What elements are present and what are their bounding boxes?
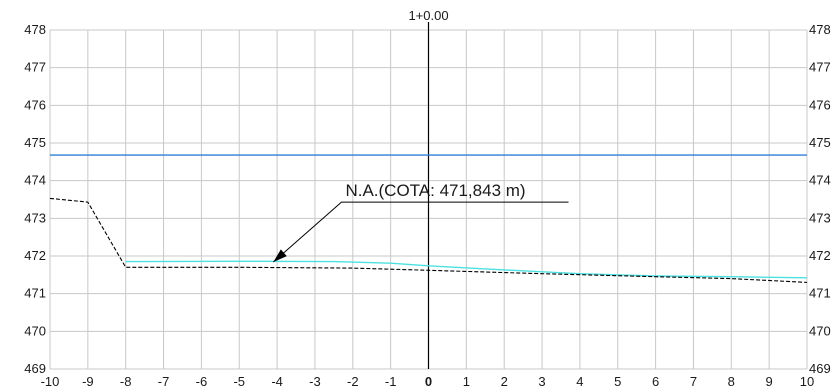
x-tick-label-5: -5	[233, 374, 245, 389]
x-tick-label-18: 8	[728, 374, 735, 389]
y-tick-label-right-6: 475	[809, 135, 831, 150]
x-tick-label-3: -7	[158, 374, 170, 389]
x-tick-label-10: 0	[425, 374, 432, 389]
series-line-1	[125, 260, 808, 279]
x-tick-label-0: -10	[41, 374, 60, 389]
y-tick-label-right-0: 469	[809, 361, 831, 376]
y-tick-label-left-8: 477	[24, 60, 46, 75]
y-tick-label-left-7: 476	[24, 97, 46, 112]
annotation: N.A.(COTA: 471,843 m)	[272, 181, 569, 263]
x-tick-label-20: 10	[800, 374, 814, 389]
x-tick-label-14: 4	[576, 374, 583, 389]
y-tick-label-left-4: 473	[24, 210, 46, 225]
series-layer	[49, 154, 808, 283]
y-tick-label-left-6: 475	[24, 135, 46, 150]
grid	[49, 22, 808, 370]
y-tick-label-right-9: 478	[809, 22, 831, 37]
x-tick-label-7: -3	[309, 374, 321, 389]
y-tick-label-right-7: 476	[809, 97, 831, 112]
chart-title: 1+0.00	[408, 8, 448, 23]
y-tick-label-right-3: 472	[809, 248, 831, 263]
x-tick-label-4: -6	[196, 374, 208, 389]
y-tick-label-left-0: 469	[24, 361, 46, 376]
annotation-label: N.A.(COTA: 471,843 m)	[345, 181, 525, 200]
y-tick-label-right-1: 470	[809, 323, 831, 338]
annotation-leader-line	[272, 201, 569, 263]
x-tick-label-19: 9	[766, 374, 773, 389]
y-tick-label-left-5: 474	[24, 173, 46, 188]
annotation-arrowhead	[273, 249, 287, 263]
x-tick-label-12: 2	[501, 374, 508, 389]
series-line-2	[49, 197, 808, 283]
x-tick-label-1: -9	[82, 374, 94, 389]
y-tick-label-left-2: 471	[24, 286, 46, 301]
x-tick-label-11: 1	[463, 374, 470, 389]
y-tick-label-right-2: 471	[809, 286, 831, 301]
x-tick-label-8: -2	[347, 374, 359, 389]
x-tick-label-16: 6	[652, 374, 659, 389]
x-tick-label-9: -1	[385, 374, 397, 389]
y-tick-label-right-4: 473	[809, 210, 831, 225]
x-tick-label-6: -4	[271, 374, 283, 389]
x-tick-label-15: 5	[614, 374, 621, 389]
x-tick-label-17: 7	[690, 374, 697, 389]
x-tick-label-13: 3	[538, 374, 545, 389]
y-tick-label-left-1: 470	[24, 323, 46, 338]
y-tick-label-right-5: 474	[809, 173, 831, 188]
y-tick-label-right-8: 477	[809, 60, 831, 75]
x-tick-label-2: -8	[120, 374, 132, 389]
y-tick-label-left-3: 472	[24, 248, 46, 263]
y-tick-label-left-9: 478	[24, 22, 46, 37]
